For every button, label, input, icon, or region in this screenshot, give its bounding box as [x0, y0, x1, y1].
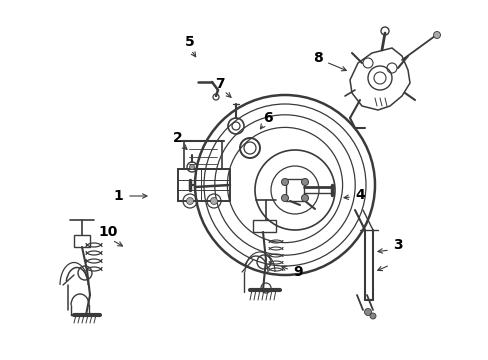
Text: 9: 9 — [293, 265, 302, 279]
Circle shape — [301, 179, 308, 185]
Text: 2: 2 — [173, 131, 183, 145]
Text: 5: 5 — [185, 35, 195, 49]
Circle shape — [189, 165, 194, 170]
Text: 6: 6 — [263, 111, 272, 125]
Circle shape — [281, 194, 288, 202]
Circle shape — [210, 198, 217, 204]
Circle shape — [281, 179, 288, 185]
Text: 8: 8 — [312, 51, 322, 65]
Circle shape — [369, 313, 375, 319]
Circle shape — [301, 194, 308, 202]
Circle shape — [364, 309, 371, 315]
Circle shape — [433, 32, 440, 39]
Text: 7: 7 — [215, 77, 224, 91]
Text: 4: 4 — [354, 188, 364, 202]
Text: 10: 10 — [98, 225, 118, 239]
Text: 1: 1 — [113, 189, 122, 203]
Text: 3: 3 — [392, 238, 402, 252]
Circle shape — [186, 198, 193, 204]
